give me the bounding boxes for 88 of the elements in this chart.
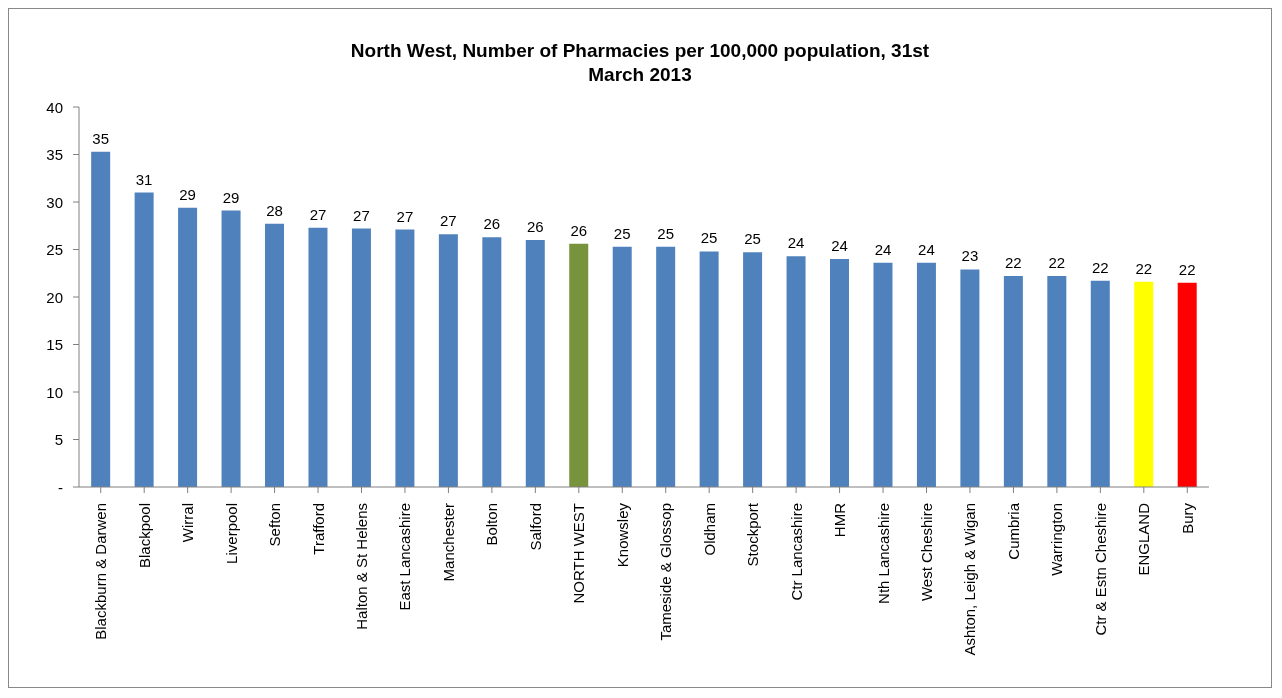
bar [134,192,154,487]
data-label: 25 [700,229,718,247]
x-tick-label: East Lancashire [396,503,414,611]
data-label: 27 [440,212,457,230]
data-label: 24 [787,234,805,252]
data-label: 24 [874,240,892,258]
bar [612,246,632,487]
x-tick-label: Blackburn & Darwen [92,503,110,640]
bar [265,223,285,487]
bar [525,240,545,487]
x-tick-label: Trafford [309,503,327,555]
data-label: 28 [266,201,283,219]
y-tick-label: 20 [46,288,63,306]
x-tick-label: Sefton [266,503,284,547]
data-label: 24 [918,240,935,258]
data-label: 25 [744,230,761,248]
y-tick-label: 25 [46,241,63,258]
y-tick-label: 5 [54,431,63,448]
bar [656,246,676,487]
data-label: 29 [179,185,196,203]
x-tick-label: Warrington [1048,503,1066,576]
chart-title: North West, Number of Pharmacies per 100,000 population, 31st March 2013 [349,39,931,87]
bar [178,207,198,487]
x-tick-label: West Cheshire [918,503,935,602]
data-label: 31 [135,170,153,188]
x-tick-label: Salford [526,503,544,551]
bar [699,251,719,487]
data-label: 22 [1005,254,1022,272]
bar [1047,276,1067,487]
x-tick-label: Wirral [179,503,197,543]
data-label: 22 [1135,259,1153,277]
data-label: 25 [613,224,631,242]
bar [916,262,936,487]
bar [308,227,328,487]
data-label: 26 [526,218,544,235]
bar [1090,280,1110,487]
bar [482,237,502,487]
bar [569,243,589,487]
x-tick-label: Bolton [483,503,501,546]
data-label: 22 [1048,254,1066,272]
bar [960,269,980,487]
bar [743,252,763,487]
data-label: 25 [657,224,675,242]
y-tick-label: 30 [46,193,63,211]
data-label: 22 [1091,258,1109,276]
data-label: 29 [222,188,240,206]
data-label: 27 [353,206,370,224]
x-tick-label: Ctr Lancashire [787,503,805,601]
data-label: 27 [396,207,414,225]
x-tick-label: Halton & St Helens [353,503,370,630]
data-label: 26 [570,221,588,239]
bar [1003,276,1023,487]
bar [438,234,458,487]
x-tick-label: Blackpool [135,503,153,569]
y-tick-label: 40 [46,98,63,116]
x-tick-label: Liverpool [222,503,240,564]
x-tick-label: HMR [831,502,849,538]
x-tick-label: Tameside & Glossop [657,503,675,641]
bar [786,256,806,487]
bar [395,229,415,487]
x-tick-label: Bury [1178,502,1196,534]
y-tick-label: 35 [46,146,63,163]
x-tick-label: ENGLAND [1135,502,1153,576]
bar [830,259,850,487]
x-tick-label: Ashton, Leigh & Wigan [961,503,979,656]
x-tick-label: Knowsley [613,502,631,568]
y-tick-label: 10 [46,383,63,401]
x-tick-label: Stockport [744,502,762,567]
data-label: 23 [961,247,979,265]
x-tick-label: Ctr & Estn Cheshire [1091,503,1109,636]
x-tick-label: Nth Lancashire [874,503,892,604]
bar [91,151,111,487]
data-label: 35 [92,129,110,147]
bar [1177,282,1197,487]
data-label: 24 [831,237,848,254]
x-tick-label: Cumbria [1004,502,1022,560]
x-tick-label: NORTH WEST [570,503,588,604]
data-label: 27 [309,205,327,223]
bar [873,262,893,487]
y-tick-label: - [58,478,63,496]
data-label: 26 [483,215,501,233]
x-tick-label: Oldham [700,503,718,556]
bar [351,228,371,487]
bar [221,210,241,487]
x-tick-label: Manchester [439,503,457,582]
y-tick-label: 15 [46,336,63,353]
data-label: 22 [1178,260,1196,278]
bar [1134,281,1154,487]
